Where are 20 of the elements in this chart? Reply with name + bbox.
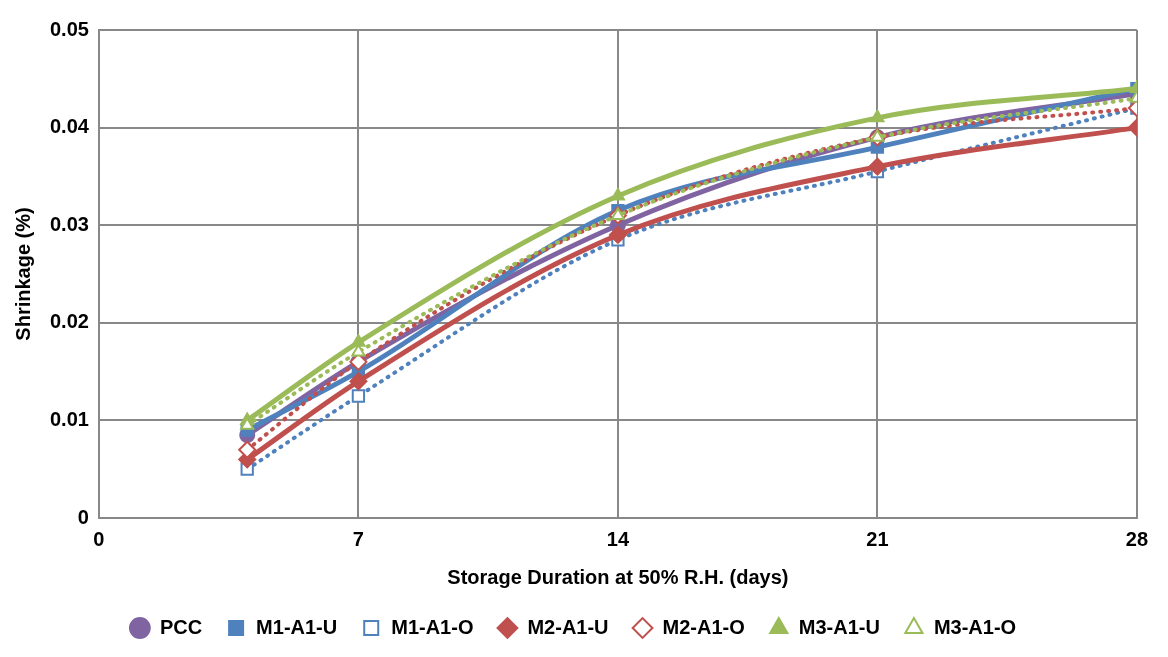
x-tick-label: 0 <box>93 527 105 550</box>
y-tick-label: 0.02 <box>49 310 89 333</box>
y-tick-label: 0.04 <box>49 115 90 138</box>
x-tick-label: 21 <box>866 527 889 550</box>
legend-label: M3-A1-U <box>798 615 880 638</box>
y-tick-label: 0.05 <box>49 17 89 40</box>
legend-label: PCC <box>159 615 203 638</box>
legend-label: M2-A1-U <box>527 615 609 638</box>
x-tick-label: 7 <box>352 527 364 550</box>
y-tick-label: 0.03 <box>49 212 89 235</box>
legend-label: M1-A1-U <box>256 615 338 638</box>
x-tick-label: 28 <box>1125 527 1148 550</box>
y-axis-title: Shrinkage (%) <box>11 207 34 341</box>
x-tick-label: 14 <box>606 527 630 550</box>
legend-label: M3-A1-O <box>933 615 1017 638</box>
y-tick-label: 0.01 <box>49 407 89 430</box>
legend-label: M1-A1-O <box>391 615 474 638</box>
y-tick-label: 0 <box>77 505 89 528</box>
legend-label: M2-A1-O <box>662 615 745 638</box>
x-axis-title: Storage Duration at 50% R.H. (days) <box>447 565 789 588</box>
